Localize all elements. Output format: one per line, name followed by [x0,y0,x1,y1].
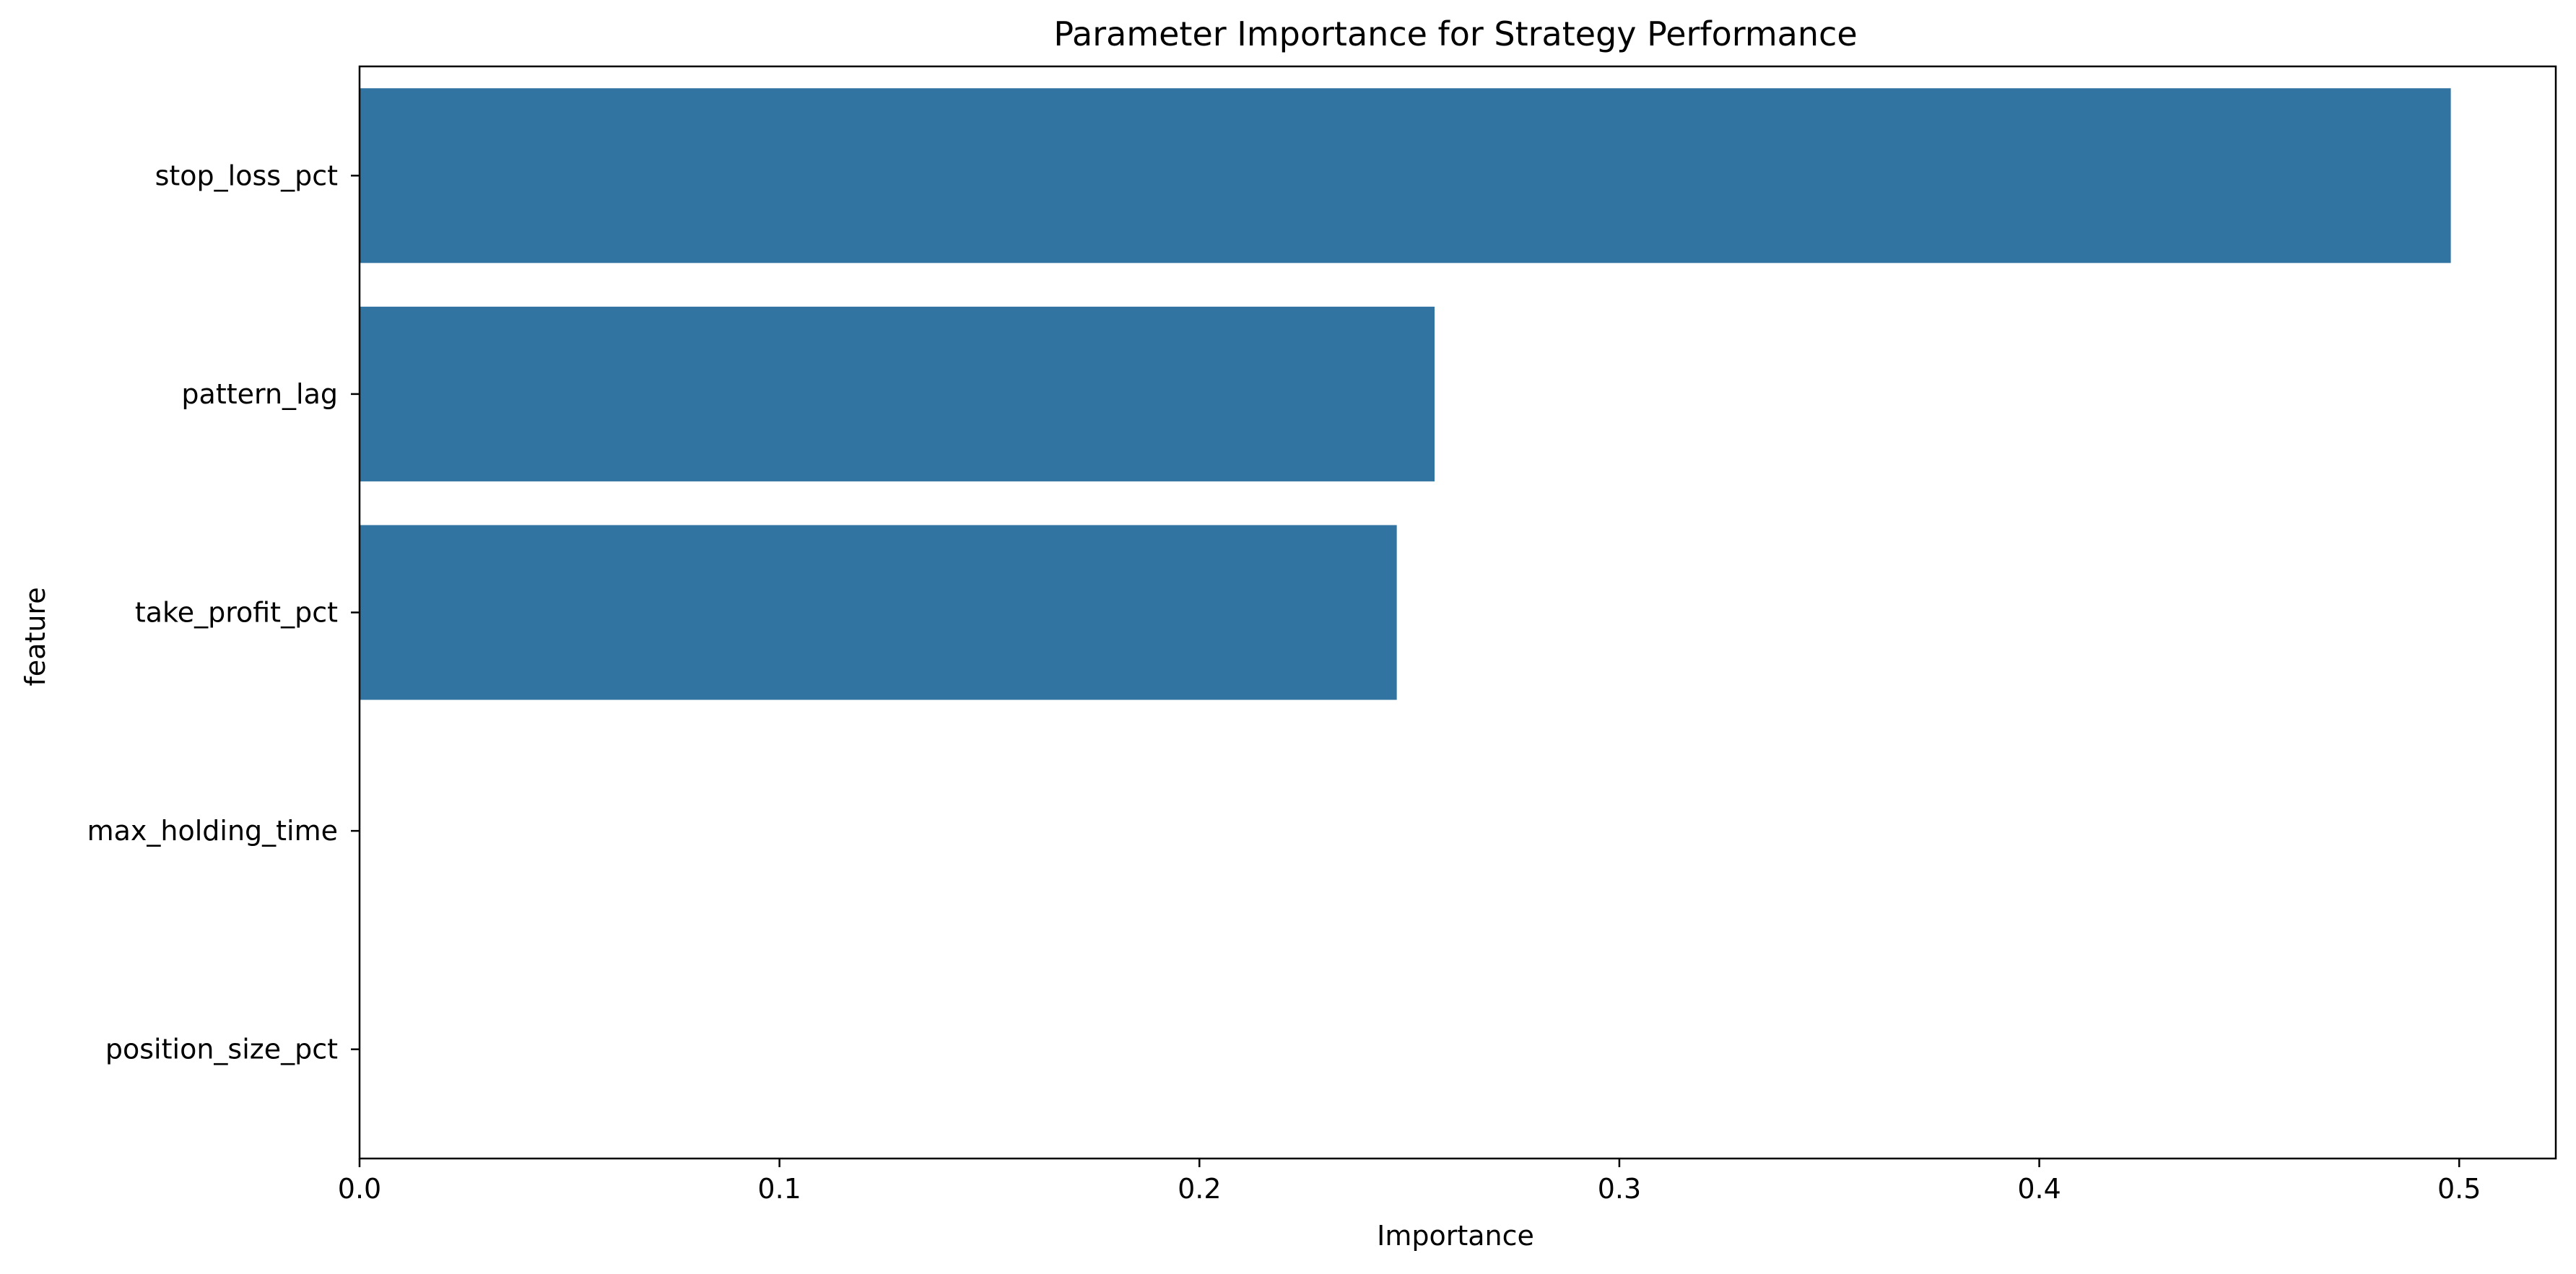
x-tick-label: 0.1 [757,1173,801,1205]
chart-title: Parameter Importance for Strategy Perfor… [1053,14,1857,53]
bar-pattern-lag [360,306,1435,481]
y-tick-label: position_size_pct [105,1034,338,1065]
x-tick-label: 0.2 [1178,1173,1221,1205]
plot-frame [358,65,2557,1160]
y-tick-label: stop_loss_pct [155,160,338,191]
y-axis-label: feature [19,587,51,686]
y-tick-label: max_holding_time [87,815,338,847]
y-axis-ticks: stop_loss_pct pattern_lag take_profit_pctm… [87,160,360,1065]
y-tick-label: pattern_lag [181,378,338,410]
x-tick-label: 0.5 [2437,1173,2481,1205]
x-axis-label: Importance [1377,1220,1534,1252]
x-axis-ticks: 0.0 0.1 0.2 0.3 0.4 0.5 [338,1159,2481,1205]
y-tick-label: take_profit_pct [135,597,338,629]
bar-take-profit-pct [360,525,1397,700]
x-tick-label: 0.3 [1598,1173,1641,1205]
x-tick-label: 0.4 [2017,1173,2061,1205]
bars-group [360,88,2451,700]
bar-stop-loss-pct [360,88,2451,263]
x-tick-label: 0.0 [338,1173,381,1205]
